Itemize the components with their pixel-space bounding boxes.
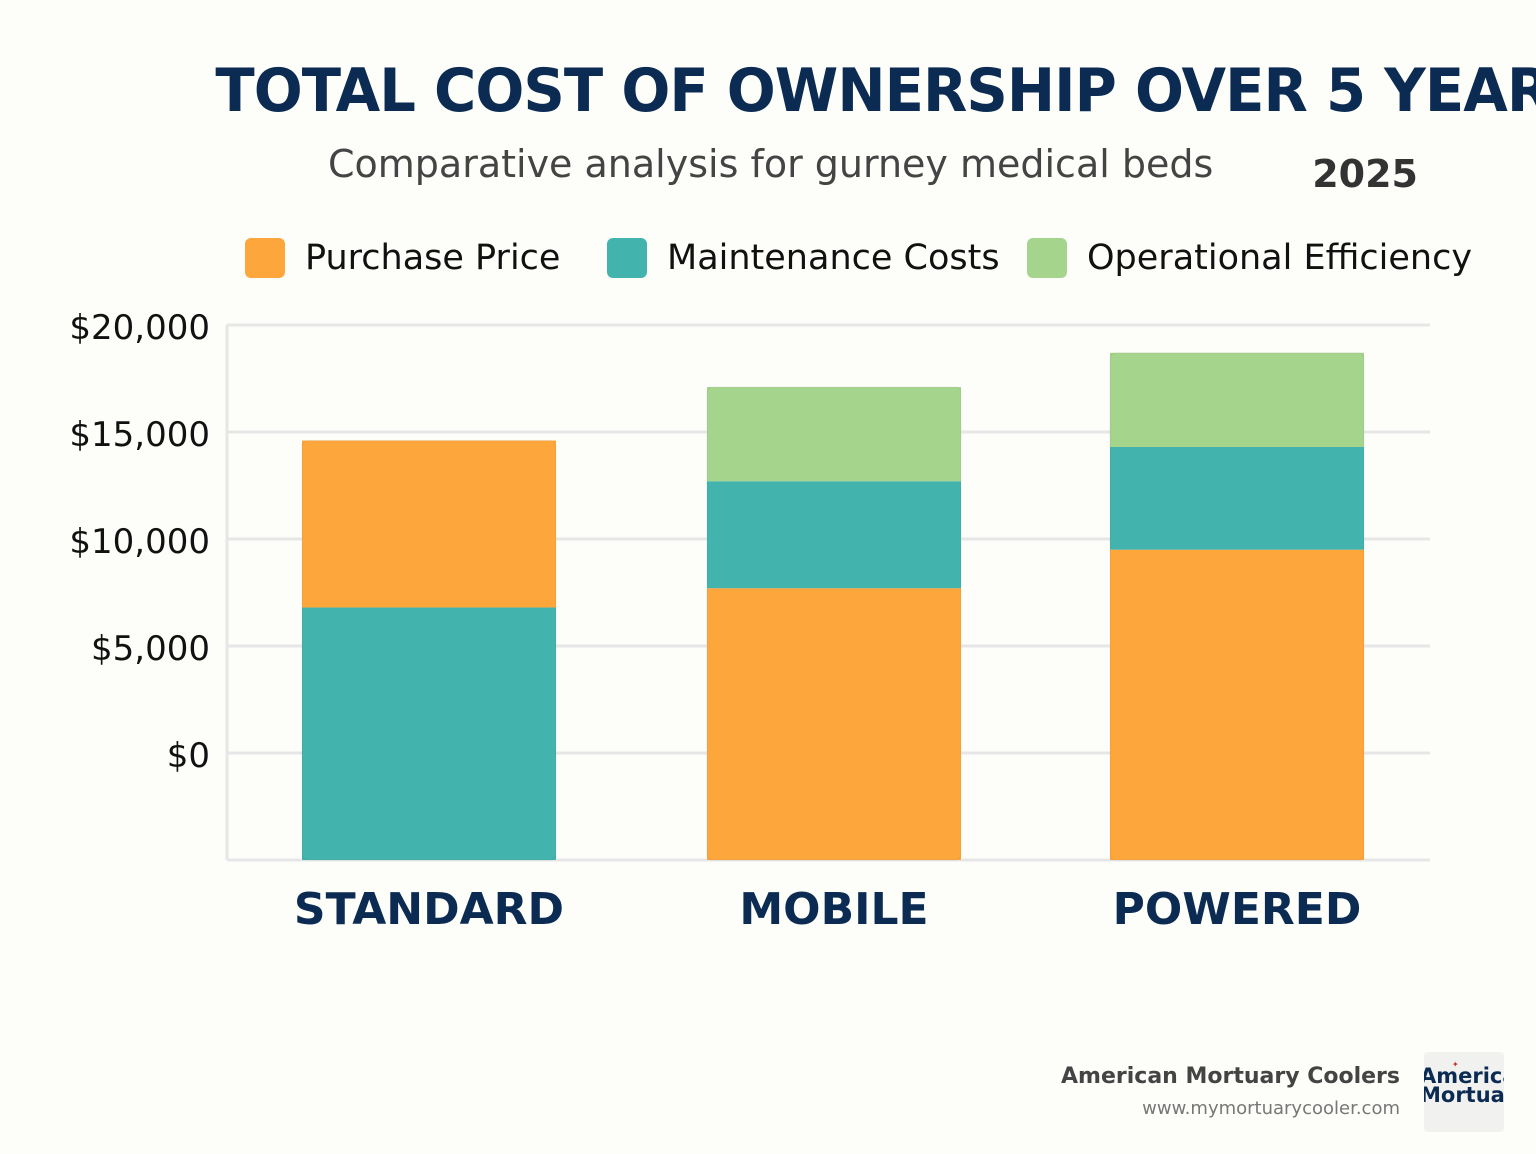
y-tick-label: $15,000 [69, 415, 210, 455]
bar-segment-purchase-price [707, 588, 961, 860]
bar-outline [1109, 352, 1365, 861]
y-tick-label: $10,000 [69, 522, 210, 562]
legend-label-purchase-price: Purchase Price [305, 238, 561, 278]
bar-stack-powered [1109, 352, 1365, 861]
footer-company-name: American Mortuary Coolers [1061, 1064, 1400, 1089]
x-category-label: STANDARD [294, 884, 564, 935]
legend-item-operational-efficiency: Operational Efficiency [1027, 236, 1472, 280]
y-tick-label: $20,000 [69, 308, 210, 348]
chart-title: TOTAL COST OF OWNERSHIP OVER 5 YEARS [215, 56, 1536, 126]
x-category-label: POWERED [1113, 884, 1362, 935]
company-logo: ✦ American Mortuary [1424, 1052, 1504, 1132]
legend-swatch-maintenance-costs [607, 238, 647, 278]
logo-star-icon: ✦ [1452, 1060, 1459, 1069]
legend-item-maintenance-costs: Maintenance Costs [607, 236, 1000, 280]
x-category-label: MOBILE [739, 884, 928, 935]
bar-segment-maintenance-costs [302, 607, 556, 860]
legend-label-operational-efficiency: Operational Efficiency [1087, 238, 1473, 278]
legend-item-purchase-price: Purchase Price [245, 236, 560, 280]
legend-label-maintenance-costs: Maintenance Costs [667, 238, 1000, 278]
bar-segment-operational-efficiency [1110, 352, 1364, 447]
stacked-bar-chart: $20,000 $15,000 $10,000 $5,000 $0 STANDARD MOB… [69, 308, 1430, 935]
y-tick-label: $0 [167, 736, 210, 776]
bar-outline [301, 440, 557, 861]
legend-swatch-operational-efficiency [1027, 238, 1067, 278]
bar-stack-standard [301, 440, 557, 861]
bar-segment-purchase-price [1110, 549, 1364, 860]
bar-segment-purchase-price [302, 440, 556, 608]
footer-url: www.mymortuarycooler.com [1142, 1098, 1400, 1119]
logo-text: American [1424, 1064, 1504, 1088]
bar-segment-maintenance-costs [707, 481, 961, 589]
logo-text-line2: Mortuary [1424, 1083, 1504, 1107]
chart-subtitle: Comparative analysis for gurney medical … [328, 142, 1214, 186]
bar-outline [706, 386, 962, 861]
bar-segment-operational-efficiency [707, 387, 961, 482]
chart-year: 2025 [1312, 152, 1418, 196]
legend: Purchase Price Maintenance Costs Operati… [0, 236, 1536, 280]
bar-segment-maintenance-costs [1110, 446, 1364, 550]
y-tick-label: $5,000 [91, 629, 210, 669]
bar-stack-mobile [706, 386, 962, 861]
legend-swatch-purchase-price [245, 238, 285, 278]
